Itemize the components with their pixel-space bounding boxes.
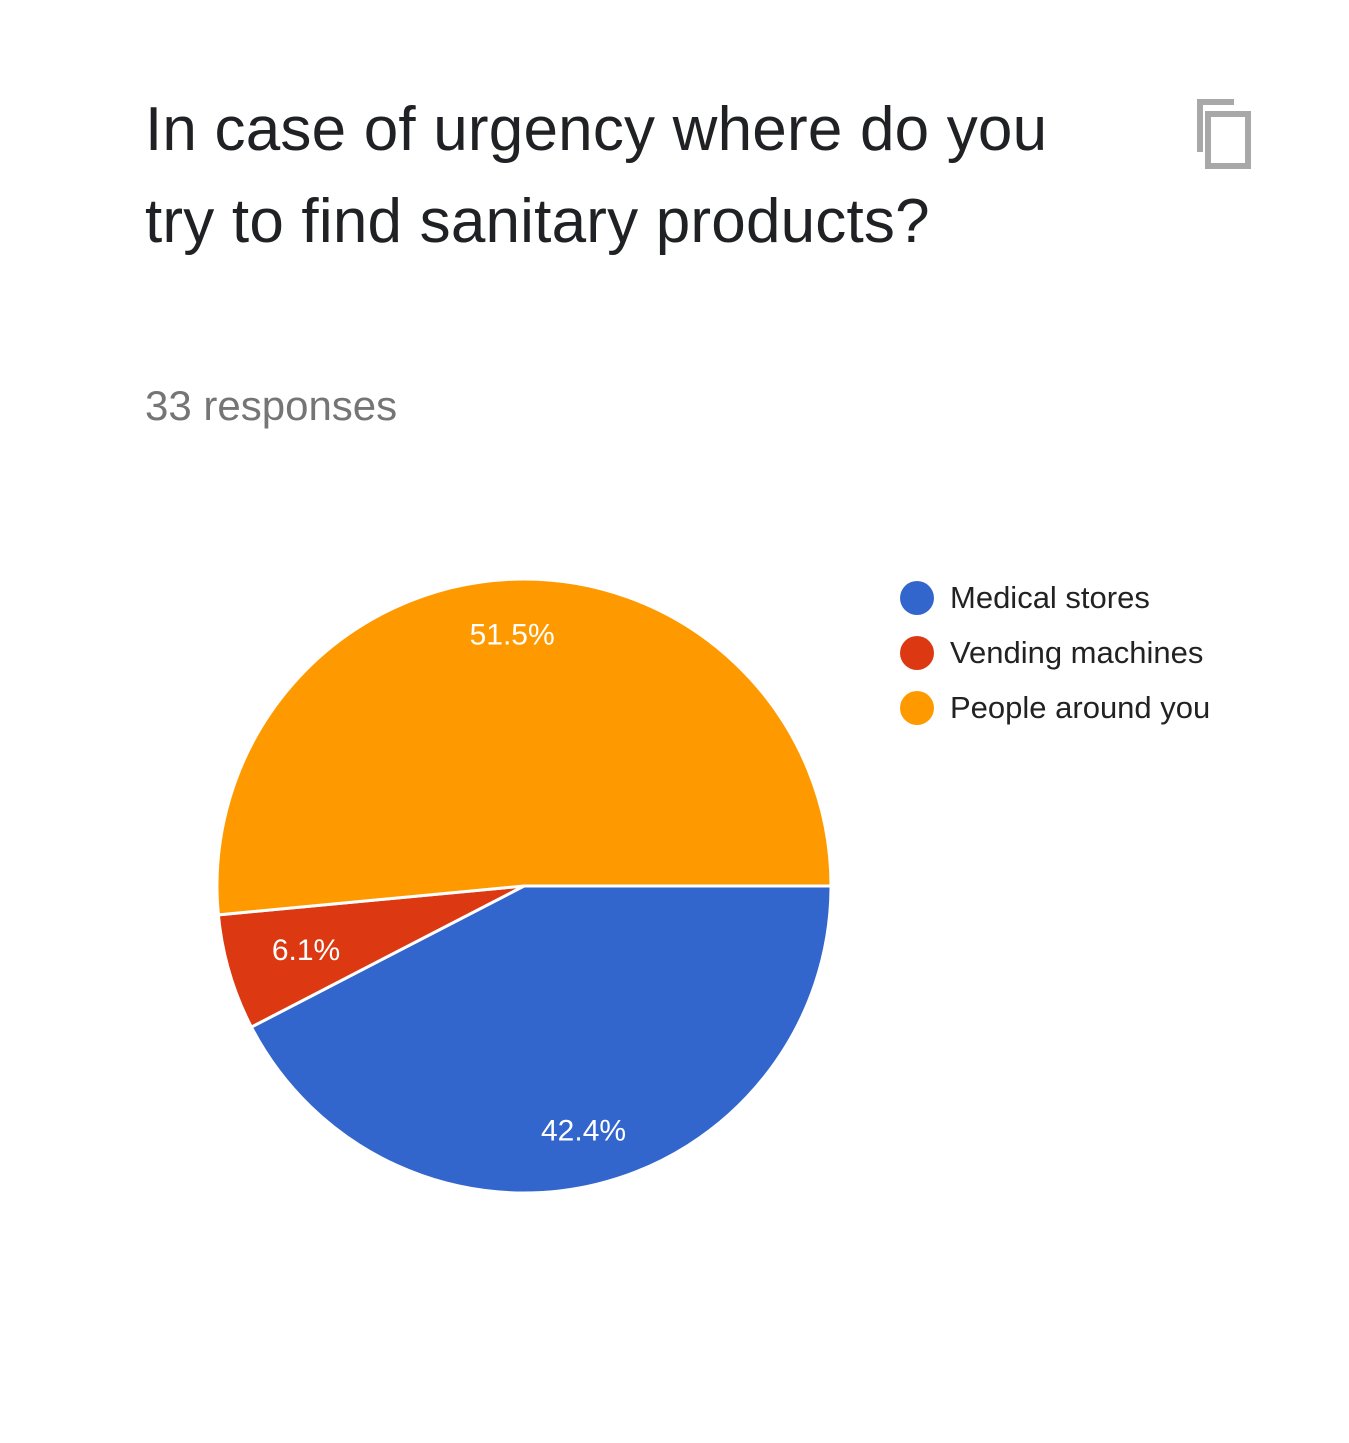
- slice-label-vending-machines: 6.1%: [272, 934, 340, 967]
- copy-icon: [1197, 99, 1251, 169]
- question-title: In case of urgency where do you try to f…: [145, 95, 1048, 256]
- copy-chart-button[interactable]: [1186, 96, 1256, 172]
- legend-swatch: [900, 580, 934, 615]
- legend-item-vending-machines[interactable]: Vending machines: [900, 625, 1210, 680]
- legend-item-people-around-you[interactable]: People around you: [900, 680, 1210, 735]
- response-count: 33 responses: [145, 382, 398, 429]
- slice-label-medical-stores: 42.4%: [541, 1115, 626, 1148]
- pie-slice-medical-stores[interactable]: [249, 884, 833, 1195]
- legend-label: Vending machines: [950, 634, 1204, 670]
- legend-label: Medical stores: [950, 579, 1150, 615]
- legend-label: People around you: [950, 689, 1211, 725]
- pie-slice-vending-machines[interactable]: [216, 884, 526, 1029]
- legend-swatch: [900, 635, 934, 670]
- pie-slice-people-around-you[interactable]: [215, 577, 833, 917]
- slice-label-people-around-you: 51.5%: [470, 619, 555, 652]
- legend-swatch: [900, 690, 934, 725]
- legend-item-medical-stores[interactable]: Medical stores: [900, 570, 1210, 625]
- chart-legend: Medical stores Vending machines People aro…: [900, 570, 1210, 735]
